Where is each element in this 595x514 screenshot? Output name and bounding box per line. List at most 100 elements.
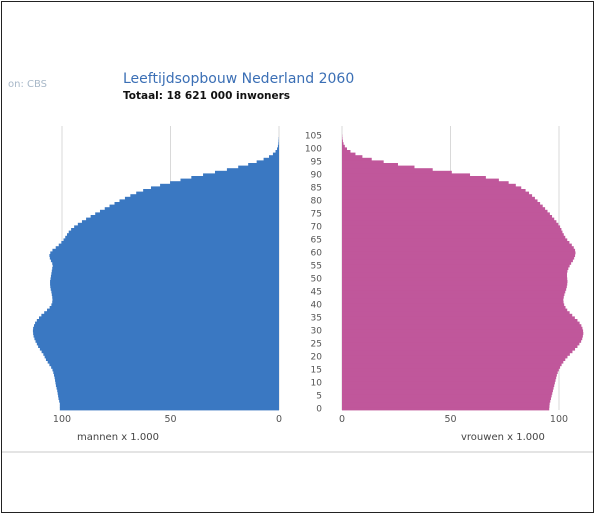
bar-women-age-88 bbox=[342, 178, 499, 182]
bar-men-age-31 bbox=[33, 326, 279, 330]
bar-men-age-70 bbox=[74, 225, 279, 229]
bar-men-age-93 bbox=[238, 165, 279, 169]
x-tick-men-0: 0 bbox=[276, 414, 282, 425]
bar-men-age-88 bbox=[180, 178, 279, 182]
bar-women-age-5 bbox=[342, 394, 552, 398]
bar-women-age-18 bbox=[342, 360, 564, 364]
bar-men-age-37 bbox=[44, 311, 280, 315]
bar-men-age-17 bbox=[49, 363, 279, 367]
age-tick-0: 0 bbox=[316, 405, 322, 415]
bar-women-age-35 bbox=[342, 316, 575, 320]
bar-women-age-72 bbox=[342, 220, 557, 224]
bar-women-age-20 bbox=[342, 355, 568, 359]
bar-men-age-74 bbox=[90, 215, 279, 218]
bar-women-age-0 bbox=[342, 407, 550, 411]
bar-women-age-52 bbox=[342, 272, 568, 276]
population-pyramid: 0 5 10 15 20 25 30 35 40 45 50 55 60 65 70 75 80 85 90 95 10… bbox=[32, 126, 584, 443]
bar-women-age-50 bbox=[342, 277, 568, 281]
bar-men-age-95 bbox=[256, 160, 279, 164]
bar-women-age-78 bbox=[342, 204, 543, 208]
age-tick-15: 15 bbox=[311, 366, 322, 376]
bar-men-age-68 bbox=[68, 230, 280, 234]
bar-women-age-2 bbox=[342, 402, 550, 406]
bar-women-age-10 bbox=[342, 381, 555, 385]
bar-women-age-21 bbox=[342, 352, 570, 356]
bar-men-age-44 bbox=[51, 293, 280, 296]
bar-men-age-54 bbox=[52, 267, 279, 270]
x-tick-women-100: 100 bbox=[550, 414, 568, 425]
bar-women-age-38 bbox=[342, 308, 568, 312]
bar-men-age-26 bbox=[35, 339, 279, 343]
bar-men-age-12 bbox=[54, 376, 279, 380]
bar-men-age-29 bbox=[33, 332, 279, 335]
bar-men-age-25 bbox=[36, 342, 279, 346]
bar-men-age-20 bbox=[44, 355, 279, 359]
bar-women-age-99 bbox=[342, 150, 351, 153]
age-tick-95: 95 bbox=[311, 158, 322, 168]
bar-women-age-61 bbox=[342, 248, 576, 252]
bar-men-age-22 bbox=[41, 350, 279, 354]
age-tick-55: 55 bbox=[311, 262, 322, 272]
x-axis-label-women: vrouwen x 1.000 bbox=[461, 432, 545, 443]
bar-women-age-74 bbox=[342, 215, 553, 218]
bar-women-age-95 bbox=[342, 160, 384, 164]
bar-men-age-56 bbox=[52, 261, 279, 265]
bar-men-age-8 bbox=[56, 386, 280, 390]
bar-men-age-33 bbox=[35, 321, 280, 325]
bar-men-age-55 bbox=[52, 264, 279, 268]
bar-men-age-90 bbox=[203, 173, 279, 177]
bar-men-age-18 bbox=[47, 360, 279, 364]
bar-men-age-65 bbox=[63, 238, 280, 242]
bar-men-age-30 bbox=[32, 329, 279, 333]
bar-women-age-69 bbox=[342, 228, 562, 231]
bar-men-age-98 bbox=[272, 152, 279, 156]
bar-men-age-10 bbox=[55, 381, 279, 385]
bar-women-age-102 bbox=[342, 142, 344, 146]
bar-men-age-53 bbox=[51, 269, 280, 273]
bar-women-age-90 bbox=[342, 173, 471, 177]
bar-women-age-3 bbox=[342, 399, 551, 403]
bar-women-age-24 bbox=[342, 345, 578, 348]
bar-men-age-94 bbox=[248, 163, 279, 166]
bar-men-age-34 bbox=[36, 319, 279, 322]
bar-women-age-27 bbox=[342, 337, 583, 341]
bar-men-age-2 bbox=[59, 402, 279, 406]
bar-women-age-14 bbox=[342, 371, 558, 374]
bar-women-age-17 bbox=[342, 363, 562, 367]
bar-women-age-11 bbox=[342, 378, 556, 382]
bar-men-age-66 bbox=[65, 235, 279, 239]
bar-women-age-30 bbox=[342, 329, 584, 333]
bar-women-age-57 bbox=[342, 259, 573, 263]
bar-men-age-84 bbox=[143, 189, 279, 192]
bar-men-age-59 bbox=[49, 254, 279, 257]
bar-women-age-86 bbox=[342, 183, 516, 187]
bar-men-age-83 bbox=[136, 191, 279, 195]
bar-men-age-41 bbox=[52, 300, 279, 304]
footer-divider bbox=[2, 451, 593, 453]
age-tick-10: 10 bbox=[311, 379, 323, 389]
bar-women-age-103 bbox=[342, 139, 343, 143]
age-tick-65: 65 bbox=[311, 236, 322, 246]
bar-men-age-92 bbox=[226, 168, 279, 172]
bar-women-age-100 bbox=[342, 147, 347, 151]
bar-men-age-75 bbox=[95, 212, 280, 216]
bar-men-age-3 bbox=[59, 399, 279, 403]
bar-men-age-23 bbox=[39, 347, 280, 351]
bar-women-age-44 bbox=[342, 293, 565, 296]
bar-men-age-97 bbox=[269, 155, 279, 159]
age-tick-25: 25 bbox=[311, 340, 322, 350]
bar-women-age-91 bbox=[342, 170, 452, 174]
age-tick-5: 5 bbox=[316, 392, 322, 402]
age-tick-35: 35 bbox=[311, 314, 322, 324]
bar-men-age-27 bbox=[34, 337, 279, 341]
bar-men-age-67 bbox=[66, 233, 279, 237]
bar-men-age-1 bbox=[59, 404, 279, 408]
bar-women-age-43 bbox=[342, 295, 564, 299]
bar-men-age-69 bbox=[71, 228, 279, 231]
age-tick-90: 90 bbox=[311, 171, 323, 181]
bar-men-age-28 bbox=[33, 334, 279, 338]
bar-women-age-67 bbox=[342, 233, 564, 237]
bar-women-age-64 bbox=[342, 241, 570, 244]
bar-men-age-21 bbox=[43, 352, 280, 356]
